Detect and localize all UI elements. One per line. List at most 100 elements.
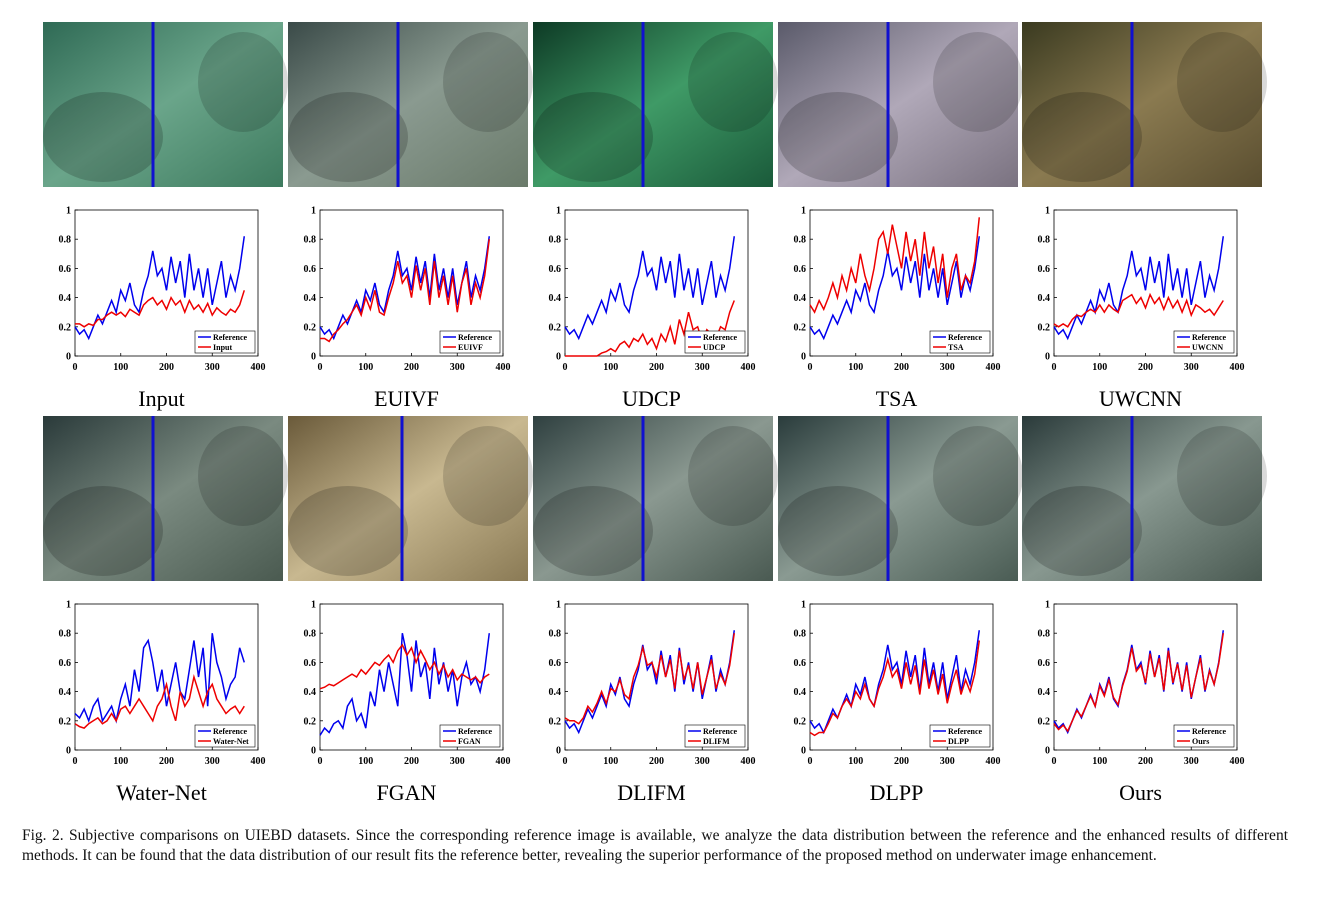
legend-label: UWCNN xyxy=(1192,343,1223,352)
series-line xyxy=(319,643,490,690)
x-tick-label: 400 xyxy=(1230,756,1245,767)
photo xyxy=(533,416,773,581)
legend-label: Reference xyxy=(458,333,493,342)
photo-coral xyxy=(688,32,778,132)
y-tick-label: 0.2 xyxy=(59,716,72,727)
x-tick-label: 200 xyxy=(649,756,664,767)
y-tick-label: 0.6 xyxy=(59,264,72,275)
photo-coral xyxy=(1022,92,1142,182)
y-tick-label: 0 xyxy=(311,746,316,757)
series-line xyxy=(74,674,245,729)
photo xyxy=(288,416,528,581)
x-tick-label: 0 xyxy=(563,756,568,767)
x-tick-label: 300 xyxy=(1184,362,1199,373)
x-tick-label: 300 xyxy=(940,756,955,767)
figure-caption: Fig. 2. Subjective comparisons on UIEBD … xyxy=(22,827,1288,864)
y-tick-label: 1 xyxy=(556,206,561,217)
y-tick-label: 0.2 xyxy=(794,322,807,333)
photo-coral xyxy=(198,32,288,132)
x-tick-label: 100 xyxy=(603,756,618,767)
x-tick-label: 100 xyxy=(1092,756,1107,767)
y-tick-label: 0.4 xyxy=(549,293,562,304)
y-tick-label: 0.6 xyxy=(549,264,562,275)
y-tick-label: 0.6 xyxy=(59,658,72,669)
x-tick-label: 0 xyxy=(73,362,78,373)
method-label: DLIFM xyxy=(617,780,685,805)
legend-label: Reference xyxy=(458,727,493,736)
x-tick-label: 300 xyxy=(695,756,710,767)
y-tick-label: 1 xyxy=(801,206,806,217)
y-tick-label: 0.2 xyxy=(549,322,562,333)
x-tick-label: 200 xyxy=(894,362,909,373)
x-tick-label: 300 xyxy=(205,756,220,767)
y-tick-label: 0 xyxy=(1045,746,1050,757)
photo-coral xyxy=(443,32,533,132)
y-tick-label: 0.4 xyxy=(549,687,562,698)
photo-coral xyxy=(1022,486,1142,576)
photo xyxy=(778,22,1018,187)
y-tick-label: 1 xyxy=(311,206,316,217)
photo xyxy=(1022,22,1262,187)
y-tick-label: 0.8 xyxy=(59,629,72,640)
series-line xyxy=(1053,236,1225,341)
x-tick-label: 0 xyxy=(73,756,78,767)
photo-coral xyxy=(533,92,653,182)
y-tick-label: 0.6 xyxy=(794,658,807,669)
y-tick-label: 0.4 xyxy=(794,293,807,304)
y-tick-label: 1 xyxy=(1045,600,1050,611)
y-tick-label: 0.2 xyxy=(794,716,807,727)
legend-label: EUIVF xyxy=(458,343,483,352)
legend-label: UDCP xyxy=(703,343,725,352)
series-line xyxy=(319,236,491,341)
method-label: Input xyxy=(138,386,184,411)
method-label: UDCP xyxy=(622,386,681,411)
x-tick-label: 0 xyxy=(808,362,813,373)
y-tick-label: 0.8 xyxy=(794,629,807,640)
photo-coral xyxy=(533,486,653,576)
photo-coral xyxy=(443,426,533,526)
legend-label: Reference xyxy=(213,333,248,342)
photo-coral xyxy=(933,426,1023,526)
method-label: TSA xyxy=(876,386,918,411)
x-tick-label: 100 xyxy=(848,362,863,373)
y-tick-label: 1 xyxy=(66,600,71,611)
x-tick-label: 200 xyxy=(1138,362,1153,373)
legend-label: Reference xyxy=(213,727,248,736)
series-line xyxy=(1053,630,1225,735)
method-label: FGAN xyxy=(377,780,437,805)
x-tick-label: 200 xyxy=(894,756,909,767)
legend-label: Reference xyxy=(1192,333,1227,342)
y-tick-label: 0.2 xyxy=(59,322,72,333)
y-tick-label: 0.8 xyxy=(304,629,317,640)
x-tick-label: 300 xyxy=(450,362,465,373)
y-tick-label: 0 xyxy=(1045,352,1050,363)
x-tick-label: 400 xyxy=(496,756,511,767)
x-tick-label: 200 xyxy=(649,362,664,373)
legend-label: FGAN xyxy=(458,737,481,746)
x-tick-label: 400 xyxy=(986,362,1001,373)
method-label: Ours xyxy=(1119,780,1162,805)
y-tick-label: 0 xyxy=(556,746,561,757)
y-tick-label: 0.6 xyxy=(794,264,807,275)
method-label: UWCNN xyxy=(1099,386,1182,411)
legend-label: Reference xyxy=(948,727,983,736)
y-tick-label: 1 xyxy=(311,600,316,611)
x-tick-label: 400 xyxy=(986,756,1001,767)
x-tick-label: 100 xyxy=(603,362,618,373)
x-tick-label: 100 xyxy=(113,756,128,767)
series-line xyxy=(564,630,736,735)
series-line xyxy=(1053,292,1224,328)
y-tick-label: 0.4 xyxy=(304,687,317,698)
series-line xyxy=(564,236,736,341)
x-tick-label: 400 xyxy=(1230,362,1245,373)
series-line xyxy=(564,633,736,725)
photo-coral xyxy=(688,426,778,526)
series-line xyxy=(320,239,491,343)
photo-coral xyxy=(778,92,898,182)
y-tick-label: 0.4 xyxy=(794,687,807,698)
photo-coral xyxy=(778,486,898,576)
y-tick-label: 0.2 xyxy=(304,322,317,333)
x-tick-label: 100 xyxy=(1092,362,1107,373)
y-tick-label: 0.6 xyxy=(1038,264,1051,275)
x-tick-label: 200 xyxy=(159,362,174,373)
